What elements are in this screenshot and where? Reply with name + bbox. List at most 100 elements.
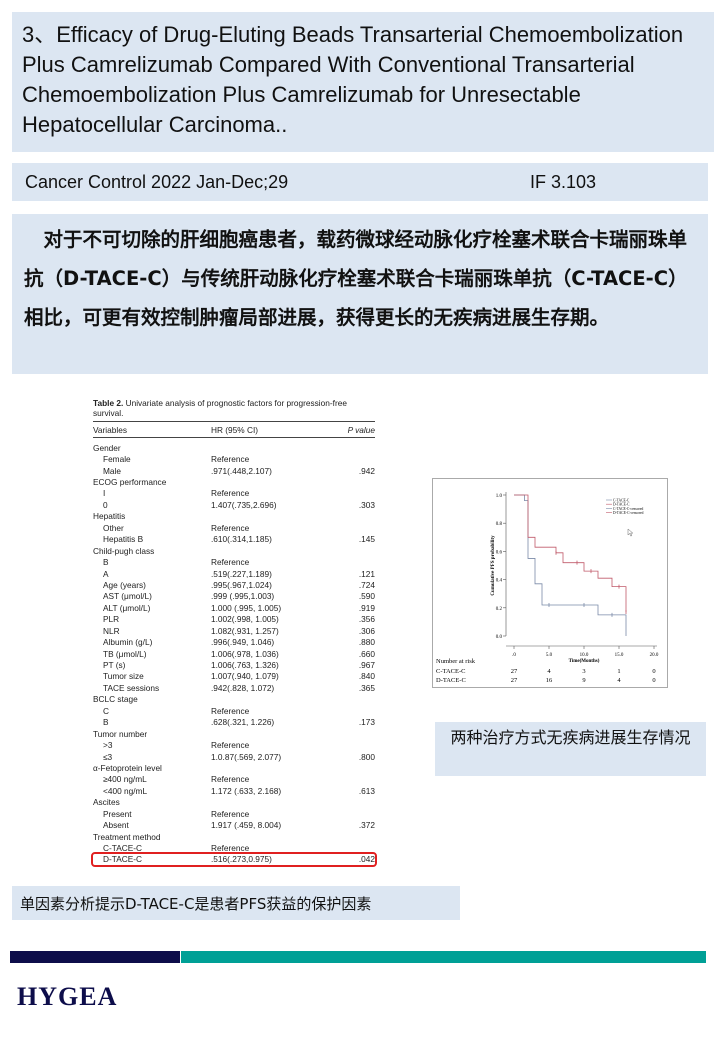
cell-variable: PT (s) xyxy=(103,660,126,671)
cell-variable: 0 xyxy=(103,499,108,510)
risk-value: 1 xyxy=(617,668,620,675)
legend-entry: D-TACE-C xyxy=(613,503,630,507)
table-row: PT (s) 1.006(.763, 1.326) .967 xyxy=(93,659,375,670)
cell-variable: PLR xyxy=(103,614,120,625)
cell-p: .356 xyxy=(358,614,375,625)
table-row: A .519(.227,1.189) .121 xyxy=(93,568,375,579)
cell-p: .613 xyxy=(358,785,375,796)
risk-value: 3 xyxy=(582,668,585,675)
table-row: Treatment method xyxy=(93,831,375,842)
chart-caption: 两种治疗方式无疾病进展生存情况 xyxy=(435,722,706,776)
table-row: TB (μmol/L) 1.006(.978, 1.036) .660 xyxy=(93,648,375,659)
cell-variable: ≥400 ng/mL xyxy=(103,774,147,785)
cell-variable: B xyxy=(103,717,109,728)
cell-hr: Reference xyxy=(211,488,250,499)
results-table: Table 2. Univariate analysis of prognost… xyxy=(91,398,377,868)
x-tick-label: .0 xyxy=(512,653,516,658)
cell-variable: >3 xyxy=(103,740,113,751)
header-p: P value xyxy=(347,424,375,435)
cell-variable: Ascites xyxy=(93,797,120,808)
table-row: Tumor size 1.007(.940, 1.079) .840 xyxy=(93,671,375,682)
table-conclusion: 单因素分析提示D-TACE-C是患者PFS获益的保护因素 xyxy=(12,886,460,920)
x-tick-label: 15.0 xyxy=(615,653,624,658)
risk-row-name: C-TACE-C xyxy=(436,668,465,675)
x-tick-label: 5.0 xyxy=(546,653,553,658)
cursor-icon xyxy=(627,528,634,537)
cell-p: .967 xyxy=(358,660,375,671)
cell-p: .919 xyxy=(358,602,375,613)
table-row: Other Reference xyxy=(93,522,375,533)
table-row: PLR 1.002(.998, 1.005) .356 xyxy=(93,614,375,625)
cell-hr: 1.082(.931, 1.257) xyxy=(211,625,279,636)
cell-variable: I xyxy=(103,488,106,499)
table-row: TACE sessions .942(.828, 1.072) .365 xyxy=(93,682,375,693)
cell-variable: Hepatitis xyxy=(93,511,126,522)
risk-value: 0 xyxy=(652,668,655,675)
table-row: ECOG performance xyxy=(93,476,375,487)
cell-variable: α-Fetoprotein level xyxy=(93,762,162,773)
risk-table-label: Number at risk xyxy=(436,658,476,665)
table-caption: Table 2. Univariate analysis of prognost… xyxy=(93,398,375,422)
risk-value: 16 xyxy=(546,677,553,684)
footer-bar-teal xyxy=(181,951,706,963)
table-header: Variables HR (95% CI) P value xyxy=(93,422,375,438)
cell-variable: TB (μmol/L) xyxy=(103,648,147,659)
cell-variable: Tumor number xyxy=(93,728,148,739)
cell-p: .121 xyxy=(358,568,375,579)
cell-variable: Tumor size xyxy=(103,671,144,682)
cell-hr: 1.000 (.995, 1.005) xyxy=(211,602,282,613)
cell-hr: Reference xyxy=(211,705,250,716)
cell-hr: 1.006(.978, 1.036) xyxy=(211,648,279,659)
y-tick-label: 1.0 xyxy=(496,494,503,499)
cell-variable: D-TACE-C xyxy=(103,854,143,865)
cell-p: .306 xyxy=(358,625,375,636)
table-row: Child-pugh class xyxy=(93,545,375,556)
cell-variable: C-TACE-C xyxy=(103,843,143,854)
cell-variable: Treatment method xyxy=(93,831,161,842)
y-tick-label: 0.2 xyxy=(496,607,503,612)
cell-hr: .996(.949, 1.046) xyxy=(211,637,275,648)
table-row: 0 1.407(.735,2.696) .303 xyxy=(93,499,375,510)
header-hr: HR (95% CI) xyxy=(211,424,259,435)
cell-hr: .516(.273,0.975) xyxy=(211,854,272,865)
hygea-logo: HYGEA xyxy=(17,982,118,1011)
table-row: C Reference xyxy=(93,705,375,716)
cell-variable: Hepatitis B xyxy=(103,534,144,545)
cell-variable: Female xyxy=(103,454,131,465)
risk-value: 0 xyxy=(652,677,655,684)
table-row: B .628(.321, 1.226) .173 xyxy=(93,717,375,728)
cell-p: .303 xyxy=(358,499,375,510)
cell-hr: 1.917 (.459, 8.004) xyxy=(211,820,282,831)
cell-hr: Reference xyxy=(211,808,250,819)
legend-entry: C-TACE-C xyxy=(613,498,630,502)
x-tick-label: 10.0 xyxy=(580,653,589,658)
table-row: Female Reference xyxy=(93,453,375,464)
cell-hr: 1.002(.998, 1.005) xyxy=(211,614,279,625)
cell-hr: Reference xyxy=(211,774,250,785)
risk-value: 9 xyxy=(582,677,585,684)
table-row: I Reference xyxy=(93,488,375,499)
cell-hr: .942(.828, 1.072) xyxy=(211,682,275,693)
cell-p: .145 xyxy=(358,534,375,545)
cell-hr: .628(.321, 1.226) xyxy=(211,717,275,728)
cell-hr: 1.006(.763, 1.326) xyxy=(211,660,279,671)
cell-hr: Reference xyxy=(211,843,250,854)
risk-value: 27 xyxy=(511,677,518,684)
cell-p: .880 xyxy=(358,637,375,648)
cell-variable: ALT (μmol/L) xyxy=(103,602,151,613)
km-curve-c-tace-c xyxy=(514,494,627,636)
km-svg: 0.0 0.2 0.4 0.6 0.8 1.0 .0 5.0 10.0 15.0 20.0 Time(… xyxy=(436,492,659,684)
km-chart: 0.0 0.2 0.4 0.6 0.8 1.0 .0 5.0 10.0 15.0 20.0 Time(… xyxy=(432,478,668,688)
cell-hr: .995(.967,1.024) xyxy=(211,579,272,590)
table-row: ≤3 1.0.87(.569, 2.077) .800 xyxy=(93,751,375,762)
cell-hr: Reference xyxy=(211,740,250,751)
cell-p: .800 xyxy=(358,751,375,762)
risk-value: 4 xyxy=(547,668,551,675)
table-row: >3 Reference xyxy=(93,739,375,750)
table-row: Hepatitis xyxy=(93,511,375,522)
table-row: C-TACE-C Reference xyxy=(93,842,375,853)
impact-factor: IF 3.103 xyxy=(530,172,597,192)
cell-variable: C xyxy=(103,705,109,716)
cell-p: .365 xyxy=(358,682,375,693)
table-row: Albumin (g/L) .996(.949, 1.046) .880 xyxy=(93,636,375,647)
